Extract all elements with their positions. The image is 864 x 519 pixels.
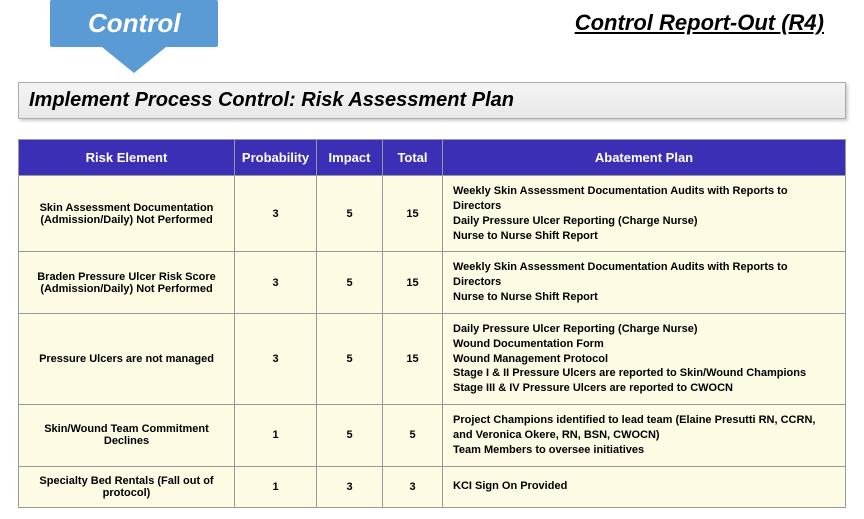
cell-probability: 3: [235, 313, 317, 404]
cell-total: 3: [383, 466, 443, 507]
plan-line: Team Members to oversee initiatives: [453, 443, 835, 458]
col-header-probability: Probability: [235, 140, 317, 176]
section-title: Implement Process Control: Risk Assessme…: [18, 82, 846, 119]
table-row: Pressure Ulcers are not managed3515 Daily…: [19, 313, 846, 404]
report-title: Control Report-Out (R4): [575, 10, 824, 36]
cell-probability: 1: [235, 405, 317, 467]
cell-risk-element: Pressure Ulcers are not managed: [19, 313, 235, 404]
plan-line: Nurse to Nurse Shift Report: [453, 229, 835, 244]
plan-line: Nurse to Nurse Shift Report: [453, 290, 835, 305]
cell-abatement-plan: Weekly Skin Assessment Documentation Aud…: [443, 252, 846, 314]
cell-impact: 3: [317, 466, 383, 507]
cell-total: 5: [383, 405, 443, 467]
plan-line: Daily Pressure Ulcer Reporting (Charge N…: [453, 322, 835, 337]
cell-abatement-plan: KCI Sign On Provided: [443, 466, 846, 507]
plan-line: Wound Management Protocol: [453, 352, 835, 367]
cell-risk-element: Skin Assessment Documentation (Admission…: [19, 176, 235, 252]
cell-risk-element: Skin/Wound Team Commitment Declines: [19, 405, 235, 467]
cell-probability: 3: [235, 176, 317, 252]
cell-risk-element: Specialty Bed Rentals (Fall out of proto…: [19, 466, 235, 507]
plan-line: Weekly Skin Assessment Documentation Aud…: [453, 184, 835, 214]
cell-total: 15: [383, 313, 443, 404]
cell-probability: 1: [235, 466, 317, 507]
plan-line: Stage III & IV Pressure Ulcers are repor…: [453, 381, 835, 396]
plan-line: Stage I & II Pressure Ulcers are reporte…: [453, 366, 835, 381]
table-row: Skin Assessment Documentation (Admission…: [19, 176, 846, 252]
col-header-impact: Impact: [317, 140, 383, 176]
table-row: Skin/Wound Team Commitment Declines155Pr…: [19, 405, 846, 467]
plan-line: Weekly Skin Assessment Documentation Aud…: [453, 260, 835, 290]
cell-impact: 5: [317, 313, 383, 404]
table-body: Skin Assessment Documentation (Admission…: [19, 176, 846, 508]
cell-impact: 5: [317, 252, 383, 314]
cell-total: 15: [383, 176, 443, 252]
col-header-total: Total: [383, 140, 443, 176]
cell-impact: 5: [317, 405, 383, 467]
header-row: Control Control Report-Out (R4): [0, 0, 864, 60]
table-header: Risk Element Probability Impact Total Ab…: [19, 140, 846, 176]
plan-line: Daily Pressure Ulcer Reporting (Charge N…: [453, 214, 835, 229]
cell-abatement-plan: Project Champions identified to lead tea…: [443, 405, 846, 467]
cell-risk-element: Braden Pressure Ulcer Risk Score (Admiss…: [19, 252, 235, 314]
col-header-risk: Risk Element: [19, 140, 235, 176]
cell-probability: 3: [235, 252, 317, 314]
table-row: Braden Pressure Ulcer Risk Score (Admiss…: [19, 252, 846, 314]
control-arrow-badge: Control: [50, 0, 218, 47]
risk-assessment-table: Risk Element Probability Impact Total Ab…: [18, 139, 846, 508]
col-header-plan: Abatement Plan: [443, 140, 846, 176]
badge-label: Control: [50, 0, 218, 47]
table-row: Specialty Bed Rentals (Fall out of proto…: [19, 466, 846, 507]
cell-impact: 5: [317, 176, 383, 252]
cell-total: 15: [383, 252, 443, 314]
plan-line: KCI Sign On Provided: [453, 479, 835, 494]
cell-abatement-plan: Weekly Skin Assessment Documentation Aud…: [443, 176, 846, 252]
plan-line: Project Champions identified to lead tea…: [453, 413, 835, 443]
plan-line: Wound Documentation Form: [453, 337, 835, 352]
down-arrow-icon: [102, 47, 166, 73]
cell-abatement-plan: Daily Pressure Ulcer Reporting (Charge N…: [443, 313, 846, 404]
